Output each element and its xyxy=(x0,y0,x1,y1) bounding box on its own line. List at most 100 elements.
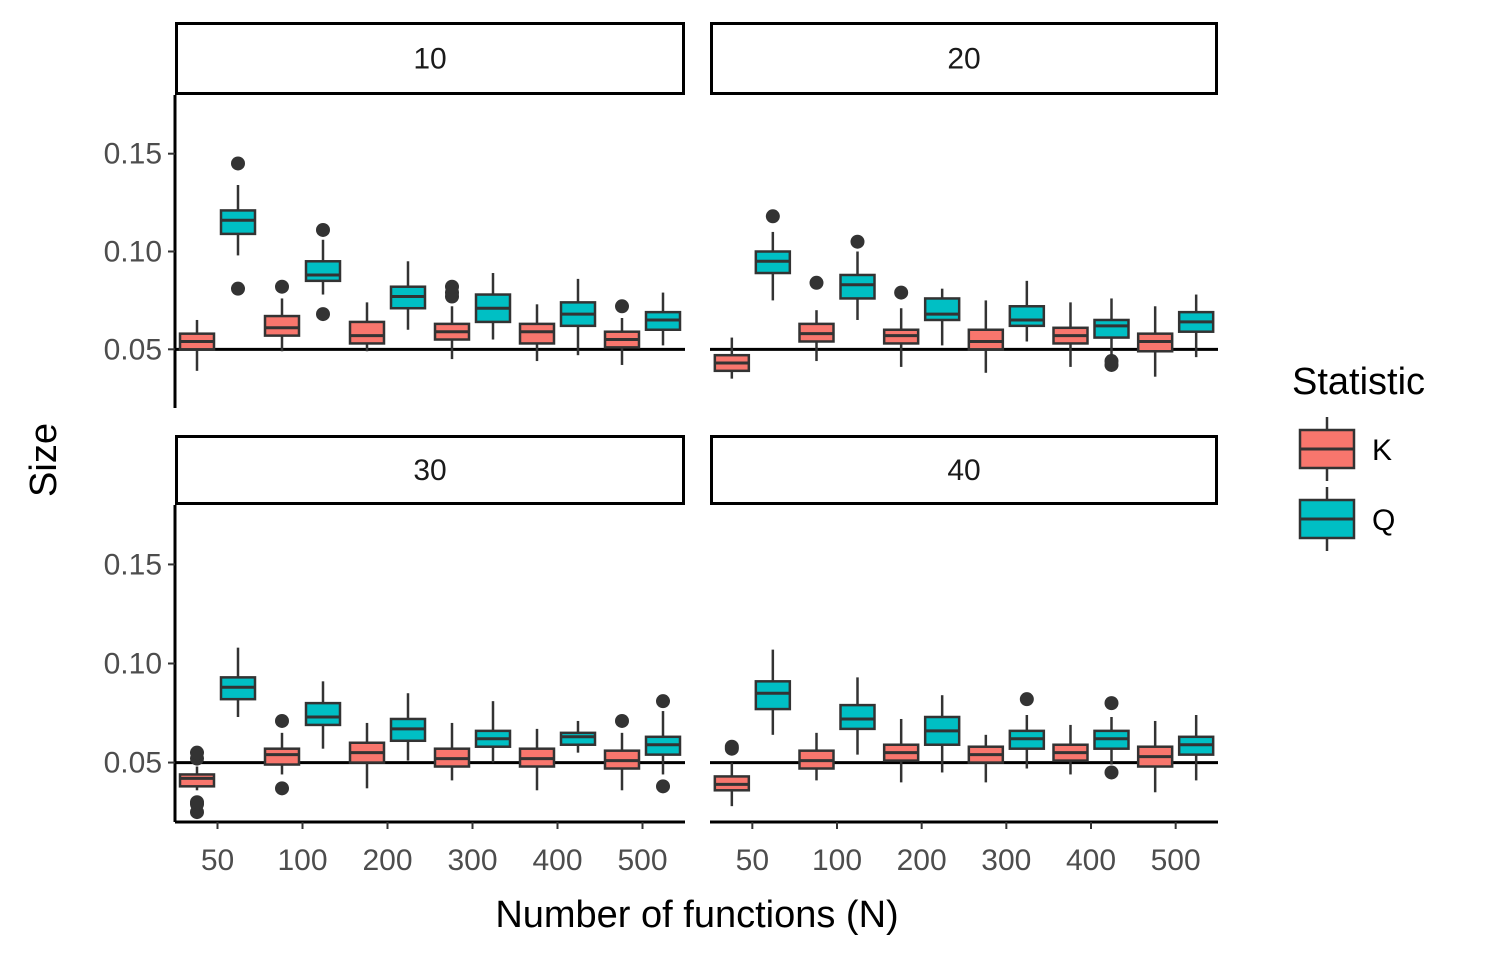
box-Q-400 xyxy=(559,720,597,753)
box-K-300 xyxy=(967,734,1005,783)
box-K-200 xyxy=(348,722,386,789)
box-K-100 xyxy=(798,732,835,781)
box-K-500 xyxy=(1136,306,1174,377)
facet-strip xyxy=(175,22,685,95)
outlier-point xyxy=(190,795,204,810)
outlier-point xyxy=(894,285,909,300)
facet-panel-30: 30 0.05 0.10 0.15 50 100 200 300 400 500 xyxy=(104,435,685,877)
facet-strip xyxy=(175,435,685,505)
x-tick-label: 200 xyxy=(362,844,412,877)
box-body xyxy=(518,322,556,345)
facet-strip-label: 10 xyxy=(413,43,446,76)
outlier-point xyxy=(850,234,865,249)
box-body xyxy=(263,747,301,766)
outlier-point xyxy=(615,713,629,728)
x-tick-label: 500 xyxy=(1151,844,1201,877)
box-body xyxy=(304,701,342,727)
box-K-200 xyxy=(882,285,920,367)
facet-panel-10: 10 0.05 0.10 0.15 xyxy=(104,22,685,408)
box-body xyxy=(304,260,342,283)
x-tick-label: 100 xyxy=(277,844,327,877)
box-K-400 xyxy=(518,304,556,362)
box-body xyxy=(839,703,876,731)
outlier-point xyxy=(190,745,204,760)
x-tick-label: 300 xyxy=(981,844,1031,877)
legend-title: Statistic xyxy=(1292,361,1425,403)
box-Q-200 xyxy=(923,288,961,346)
x-axis-title: Number of functions (N) xyxy=(495,894,898,936)
facet-strip xyxy=(710,22,1218,95)
x-tick-label: 400 xyxy=(1066,844,1116,877)
box-Q-50 xyxy=(754,649,792,735)
legend-label-K: K xyxy=(1372,434,1392,467)
box-Q-500 xyxy=(644,694,682,794)
outlier-point xyxy=(724,739,739,754)
box-Q-200 xyxy=(923,695,961,773)
box-K-50 xyxy=(713,337,751,379)
x-tick-label: 50 xyxy=(201,844,234,877)
outlier-point xyxy=(615,299,629,314)
box-Q-100 xyxy=(839,677,876,755)
outlier-point xyxy=(445,279,459,294)
box-body xyxy=(923,297,961,322)
y-tick-label: 0.15 xyxy=(104,548,162,581)
outlier-point xyxy=(231,281,245,296)
box-Q-100 xyxy=(304,222,342,322)
axis-titles: Number of functions (N) Size xyxy=(23,423,899,936)
facet-panel-20: 20 xyxy=(710,22,1218,379)
outlier-point xyxy=(316,307,330,322)
box-K-500 xyxy=(603,299,641,365)
box-body xyxy=(1093,318,1130,339)
outlier-point xyxy=(656,694,670,709)
box-K-500 xyxy=(1136,720,1174,793)
box-body xyxy=(348,320,386,345)
box-Q-50 xyxy=(754,209,792,301)
box-K-400 xyxy=(1052,724,1089,775)
box-Q-100 xyxy=(304,681,342,749)
y-tick-label: 0.10 xyxy=(104,236,162,269)
box-Q-300 xyxy=(474,701,512,763)
x-tick-label: 300 xyxy=(447,844,497,877)
box-Q-50 xyxy=(219,647,257,717)
box-body xyxy=(1008,305,1046,328)
box-K-50 xyxy=(178,319,216,371)
box-K-400 xyxy=(518,728,556,791)
box-body xyxy=(754,680,792,711)
y-axis-title: Size xyxy=(23,423,65,497)
box-Q-200 xyxy=(389,693,427,761)
y-tick-label: 0.10 xyxy=(104,648,162,681)
x-tick-label: 400 xyxy=(532,844,582,877)
box-K-50 xyxy=(713,739,751,807)
box-Q-200 xyxy=(389,261,427,330)
x-tick-label: 200 xyxy=(897,844,947,877)
box-K-400 xyxy=(1052,302,1089,367)
outlier-point xyxy=(275,713,289,728)
outlier-point xyxy=(1019,692,1034,707)
x-tick-label: 50 xyxy=(736,844,769,877)
box-body xyxy=(839,273,876,300)
box-body xyxy=(219,209,257,236)
box-Q-500 xyxy=(1177,294,1215,358)
box-K-200 xyxy=(882,718,920,783)
box-K-300 xyxy=(967,300,1005,373)
legend-key-Q: Q xyxy=(1298,487,1395,551)
box-Q-300 xyxy=(474,273,512,340)
box-K-100 xyxy=(263,279,301,352)
facet-panel-40: 40 50 100 200 300 400 500 xyxy=(710,435,1218,877)
box-body xyxy=(559,731,597,746)
x-tick-label: 100 xyxy=(812,844,862,877)
box-K-50 xyxy=(178,745,216,820)
box-Q-300 xyxy=(1008,280,1046,342)
outlier-point xyxy=(1104,696,1119,711)
facet-strip-label: 20 xyxy=(947,43,980,76)
box-K-100 xyxy=(798,275,835,362)
outlier-point xyxy=(231,156,245,171)
box-K-200 xyxy=(348,302,386,352)
y-tick-label: 0.15 xyxy=(104,138,162,171)
legend: Statistic K Q xyxy=(1292,361,1425,551)
box-Q-400 xyxy=(1093,298,1130,372)
box-K-500 xyxy=(603,713,641,791)
x-tick-label: 500 xyxy=(617,844,667,877)
